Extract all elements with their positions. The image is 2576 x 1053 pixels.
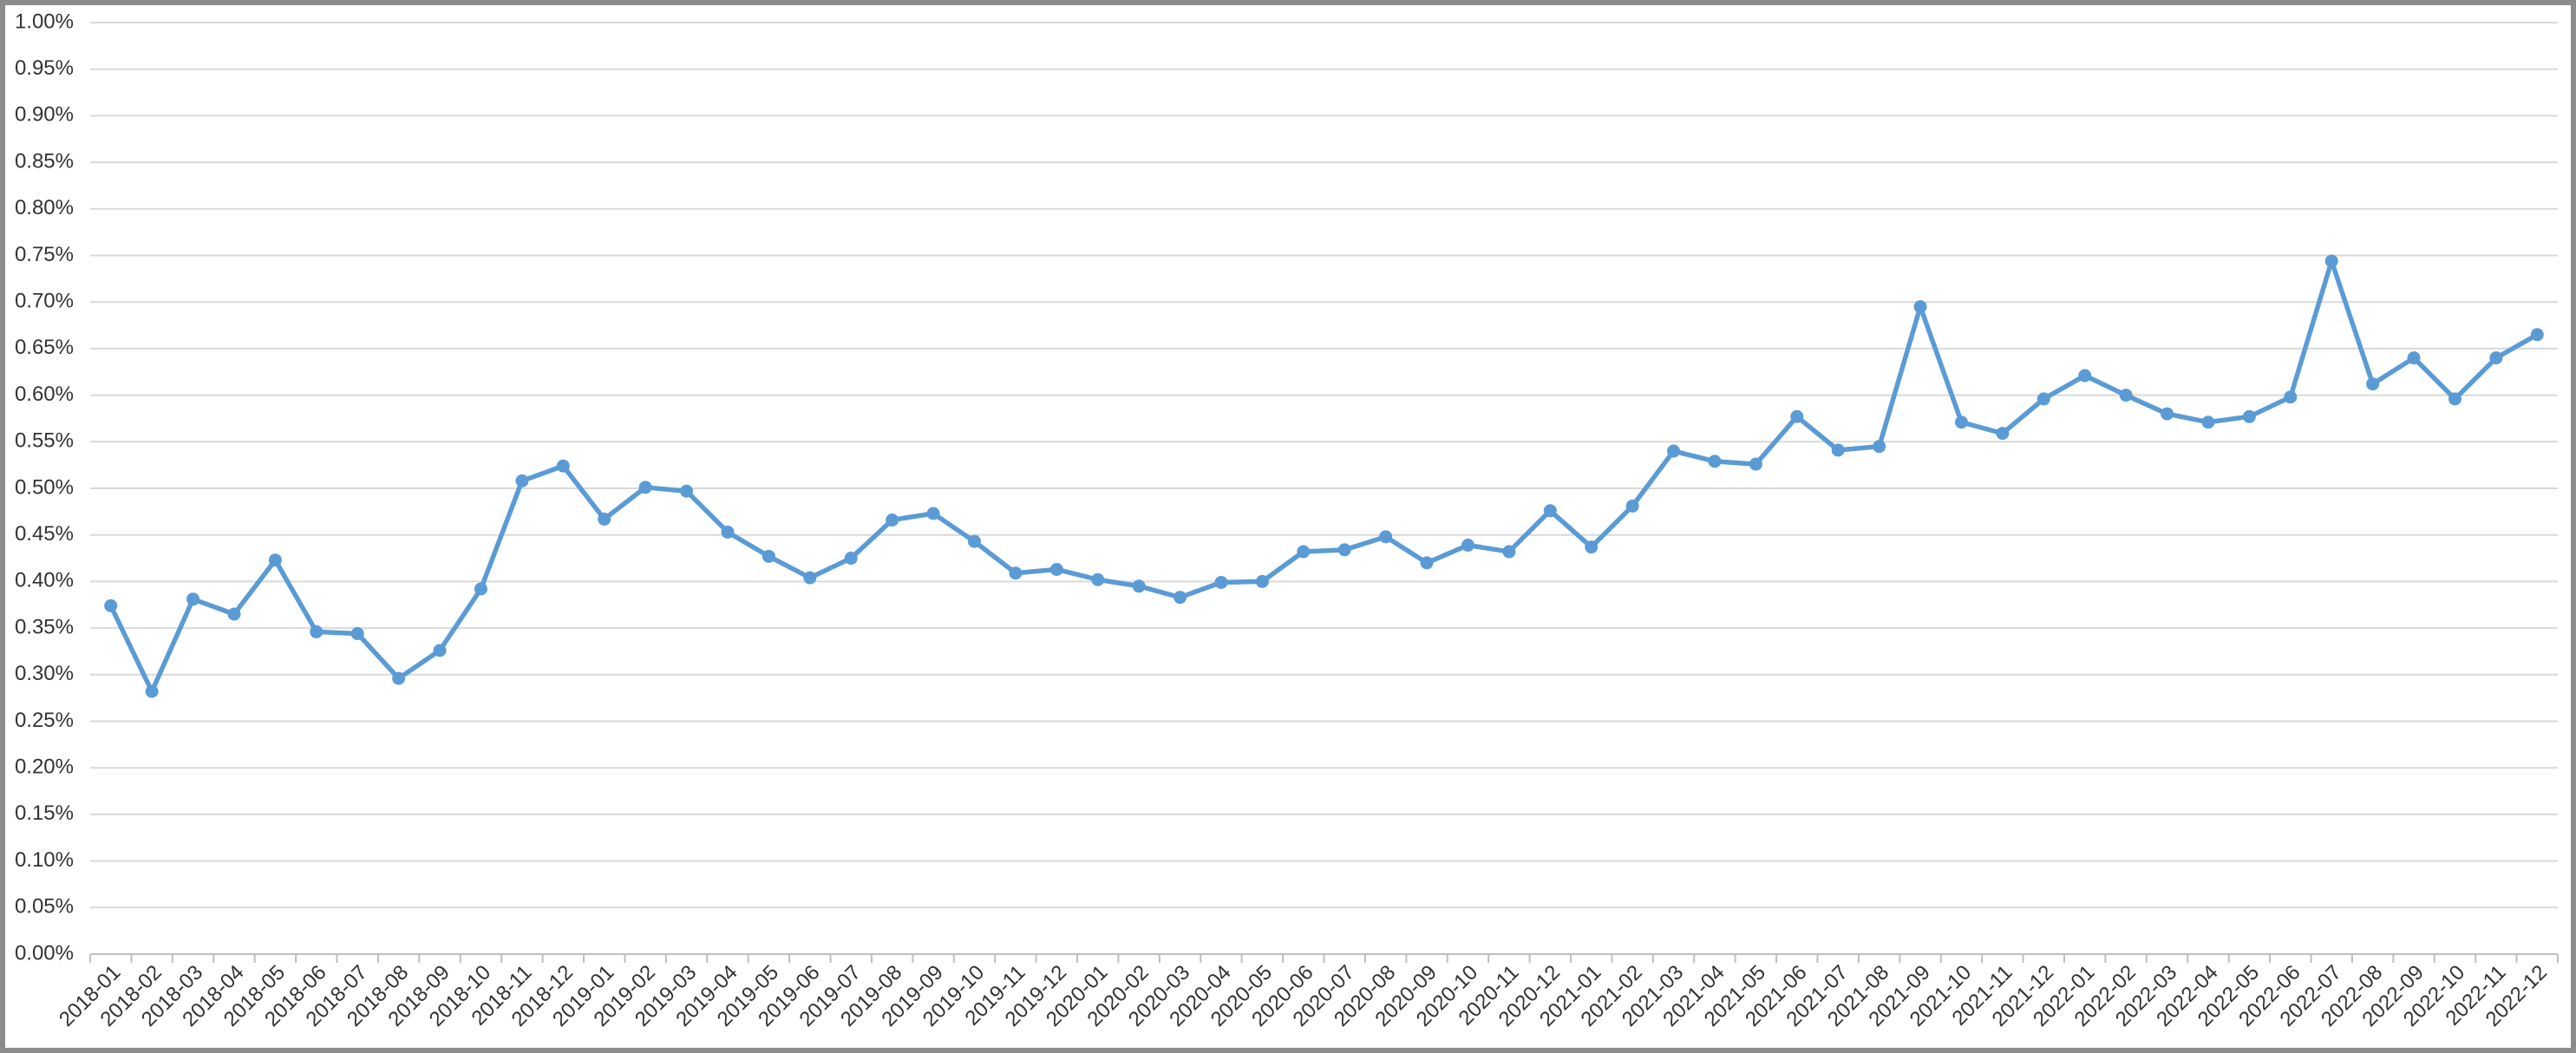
data-point (1255, 574, 1269, 588)
data-point (268, 553, 282, 567)
data-point (926, 507, 940, 520)
data-point (680, 484, 694, 498)
data-point (2201, 415, 2215, 429)
y-tick-label: 0.35% (15, 615, 74, 638)
data-point (1174, 591, 1187, 605)
y-tick-label: 0.05% (15, 895, 74, 919)
data-point (803, 571, 817, 585)
data-point (2161, 407, 2174, 421)
data-point (886, 513, 899, 527)
data-point (2489, 351, 2503, 365)
data-point (2448, 392, 2462, 406)
data-point (1831, 443, 1845, 457)
grid (90, 22, 2558, 955)
data-point (721, 525, 735, 539)
data-point (1749, 457, 1762, 471)
y-tick-label: 0.10% (15, 848, 74, 872)
data-point (1585, 540, 1599, 554)
y-tick-label: 0.15% (15, 801, 74, 825)
y-tick-label: 0.75% (15, 243, 74, 266)
y-tick-label: 0.00% (15, 941, 74, 965)
data-point (2119, 389, 2133, 402)
data-point (474, 582, 487, 596)
data-point (2078, 369, 2092, 383)
data-point (433, 644, 447, 657)
data-point (2530, 328, 2544, 342)
data-point (310, 625, 324, 638)
data-point (2284, 390, 2298, 404)
data-point (1913, 300, 1927, 314)
data-point (844, 552, 858, 566)
y-tick-label: 0.55% (15, 429, 74, 453)
data-point (186, 592, 200, 606)
y-tick-label: 0.50% (15, 475, 74, 499)
data-point (1543, 504, 1557, 518)
data-point (2324, 254, 2338, 268)
data-point (350, 627, 364, 641)
data-line (108, 258, 2540, 694)
data-point (2407, 351, 2421, 365)
y-tick-label: 0.30% (15, 662, 74, 685)
y-tick-label: 0.90% (15, 103, 74, 127)
data-point (1337, 543, 1351, 557)
y-tick-label: 0.40% (15, 569, 74, 592)
data-point (556, 459, 570, 473)
y-tick-label: 0.20% (15, 755, 74, 779)
y-tick-label: 0.65% (15, 336, 74, 359)
data-point (1873, 440, 1886, 454)
data-point (1009, 566, 1023, 580)
data-point (515, 474, 529, 487)
data-point (1954, 415, 1968, 429)
data-point (1379, 530, 1393, 544)
plot-area (104, 254, 2544, 698)
data-point (2242, 409, 2256, 423)
y-tick-label: 0.95% (15, 56, 74, 80)
y-tick-label: 0.60% (15, 383, 74, 406)
data-point (967, 534, 981, 548)
y-tick-label: 0.25% (15, 709, 74, 732)
data-point (2366, 377, 2380, 391)
y-tick-label: 0.80% (15, 196, 74, 219)
data-point (1502, 545, 1516, 559)
data-point (1091, 572, 1105, 586)
data-point (762, 549, 775, 563)
data-point (2037, 392, 2050, 406)
y-tick-label: 0.85% (15, 149, 74, 173)
data-point (1420, 556, 1434, 570)
data-point (638, 481, 652, 494)
y-tick-label: 1.00% (15, 10, 74, 33)
data-point (1049, 562, 1063, 576)
y-tick-label: 0.70% (15, 290, 74, 313)
y-tick-label: 0.45% (15, 522, 74, 546)
data-point (1708, 455, 1722, 468)
data-point (1297, 545, 1311, 559)
data-point (1790, 409, 1804, 423)
data-point (145, 684, 159, 698)
data-point (598, 512, 611, 526)
data-point (1461, 539, 1474, 553)
data-point (104, 598, 118, 612)
data-point (227, 607, 241, 621)
data-point (1132, 579, 1146, 593)
data-point (1214, 575, 1228, 589)
data-point (1667, 444, 1681, 458)
data-point (392, 671, 406, 685)
data-point (1625, 499, 1639, 513)
data-point (1996, 427, 2010, 441)
